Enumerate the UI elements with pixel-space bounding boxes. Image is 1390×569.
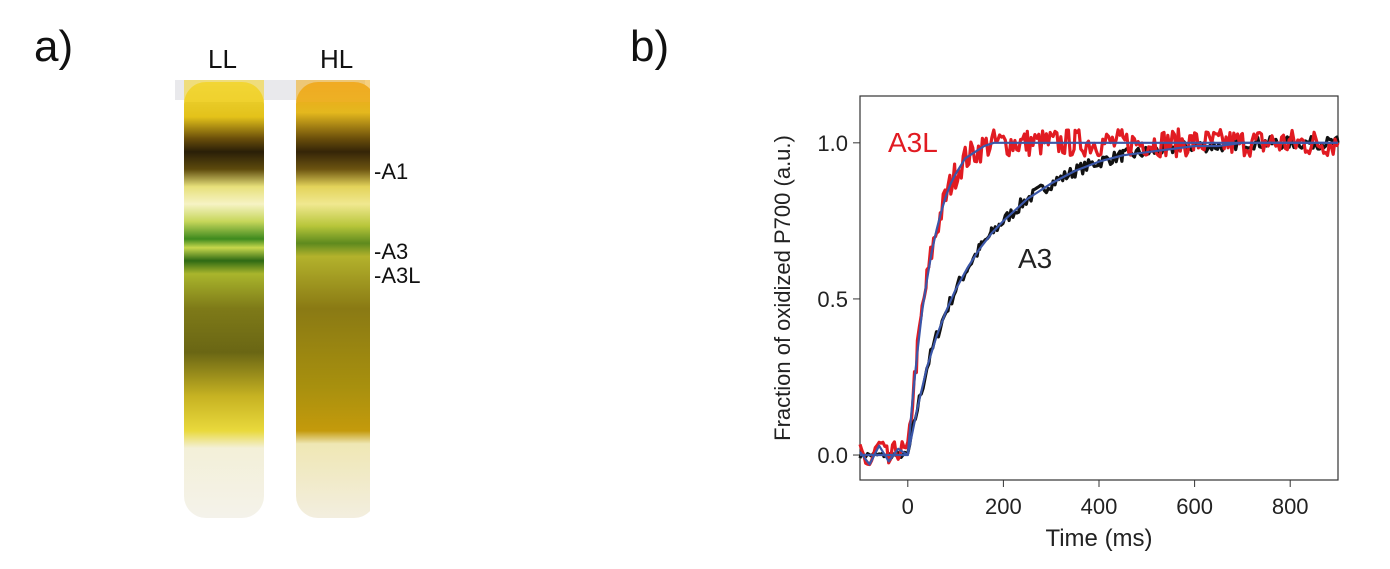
band-label-a3l: -A3L — [374, 263, 421, 288]
tube-hl — [296, 82, 370, 518]
panel-a-label: a) — [34, 22, 74, 71]
tube-label-hl: HL — [320, 44, 354, 74]
y-tick-label: 0.0 — [817, 443, 848, 468]
y-tick-label: 1.0 — [817, 131, 848, 156]
band-label-a3: -A3 — [374, 239, 409, 264]
gradient-tubes-image — [175, 80, 370, 518]
fit-line-a3l — [859, 141, 1338, 466]
x-tick-label: 800 — [1272, 494, 1309, 519]
x-tick-label: 200 — [985, 494, 1022, 519]
annotation-a3l: A3L — [888, 127, 938, 158]
series-line-a3 — [858, 135, 1340, 460]
panel-b-label: b) — [630, 22, 670, 71]
tube-label-ll: LL — [208, 44, 237, 74]
tube-ll — [184, 82, 264, 518]
x-axis-label: Time (ms) — [1045, 525, 1152, 552]
y-axis-label: Fraction of oxidized P700 (a.u.) — [770, 135, 795, 441]
band-label-a1: -A1 — [374, 159, 409, 184]
series-line-a3l — [858, 127, 1340, 467]
x-tick-label: 600 — [1176, 494, 1213, 519]
x-tick-label: 0 — [902, 494, 914, 519]
p700-chart: 0 200 400 600 800 0.0 0.5 1.0 Time (ms) Fracti… — [770, 95, 1340, 552]
x-tick-label: 400 — [1081, 494, 1118, 519]
annotation-a3: A3 — [1018, 243, 1052, 274]
fit-line-a3 — [860, 141, 1338, 457]
y-tick-label: 0.5 — [817, 287, 848, 312]
